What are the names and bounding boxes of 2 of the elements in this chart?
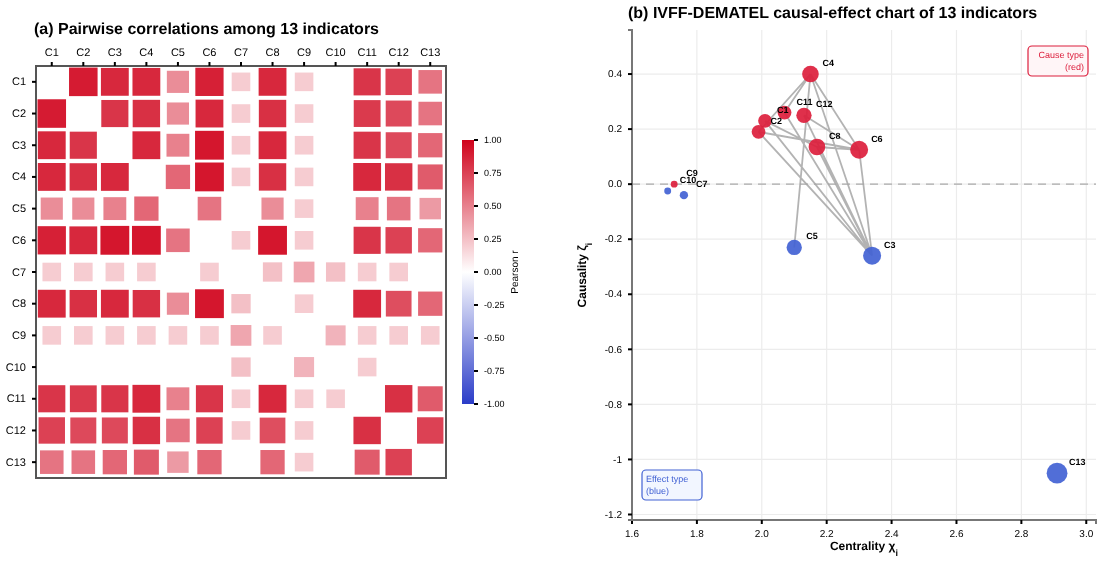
- chart-title: (a) Pairwise correlations among 13 indicators: [34, 20, 381, 38]
- chart-title: (b) IVFF-DEMATEL causal-effect chart of 13 indicators: [628, 4, 1039, 22]
